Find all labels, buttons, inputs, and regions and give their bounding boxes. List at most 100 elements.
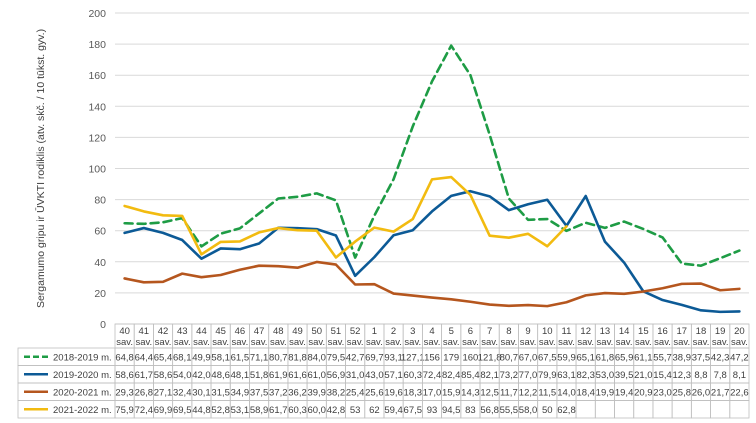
x-tick-label: 46: [235, 326, 246, 337]
x-tick-label: 15: [638, 326, 649, 337]
data-label: 25,6: [365, 387, 384, 398]
x-tick-label-unit: sav.: [270, 337, 287, 348]
x-tick-label: 42: [158, 326, 169, 337]
x-tick-label: 4: [429, 326, 434, 337]
data-label: 25,4: [346, 387, 365, 398]
series-line-0: [123, 44, 741, 267]
data-table: 40sav.41sav.42sav.43sav.44sav.45sav.46sa…: [17, 323, 750, 419]
data-label: 19,4: [615, 387, 634, 398]
data-label: 72,4: [135, 405, 154, 416]
data-label: 17,0: [423, 387, 442, 398]
data-label: 12,3: [673, 370, 692, 381]
data-label: 49,9: [192, 352, 211, 363]
x-tick-label-unit: sav.: [212, 337, 229, 348]
y-tick-label: 140: [88, 101, 106, 113]
data-label: 65,4: [154, 352, 173, 363]
data-label: 43,0: [365, 370, 384, 381]
x-tick-label-unit: sav.: [289, 337, 306, 348]
data-label: 62,8: [557, 405, 576, 416]
data-label: 72,4: [423, 370, 442, 381]
data-label: 77,0: [519, 370, 538, 381]
series-line-1: [123, 189, 741, 314]
data-label: 63,1: [557, 370, 576, 381]
data-label: 19,6: [384, 387, 403, 398]
data-label: 68,1: [173, 352, 192, 363]
x-tick-label: 3: [410, 326, 415, 337]
data-label: 80,7: [500, 352, 519, 363]
legend-label: 2019-2020 m.: [53, 370, 112, 381]
data-label: 37,5: [692, 352, 711, 363]
x-tick-label-unit: sav.: [347, 337, 364, 348]
data-label: 50: [542, 405, 553, 416]
data-label: 58,1: [211, 352, 230, 363]
series-line-2: [123, 260, 741, 308]
x-tick-label: 14: [619, 326, 630, 337]
data-label: 52,8: [211, 405, 230, 416]
x-tick-label: 17: [676, 326, 687, 337]
data-label: 42,8: [327, 405, 346, 416]
data-label: 73,2: [500, 370, 519, 381]
series-lines: [123, 44, 741, 314]
data-label: 26,8: [135, 387, 154, 398]
x-tick-label-unit: sav.: [616, 337, 633, 348]
data-label: 48,1: [231, 370, 250, 381]
x-tick-label: 45: [215, 326, 226, 337]
data-label: 42,7: [346, 352, 365, 363]
data-label: 42,0: [192, 370, 211, 381]
data-label: 31,5: [211, 387, 230, 398]
data-label: 39,5: [615, 370, 634, 381]
x-tick-label-unit: sav.: [155, 337, 172, 348]
data-label: 12,2: [519, 387, 538, 398]
x-tick-label-unit: sav.: [577, 337, 594, 348]
data-label: 56,9: [327, 370, 346, 381]
data-label: 60,0: [307, 405, 326, 416]
data-label: 65,1: [576, 352, 595, 363]
x-tick-label: 44: [196, 326, 207, 337]
data-label: 12,5: [480, 387, 499, 398]
data-label: 127,1: [401, 352, 425, 363]
data-label: 61,7: [135, 370, 154, 381]
y-axis-tick-labels: 0 20 40 60 80 100 120 140 160 180 200: [88, 8, 106, 331]
y-tick-label: 100: [88, 164, 106, 176]
x-tick-label: 12: [580, 326, 591, 337]
x-tick-label-unit: sav.: [597, 337, 614, 348]
x-tick-label: 19: [715, 326, 726, 337]
data-label: 11,7: [500, 387, 518, 398]
data-label: 36,2: [288, 387, 307, 398]
data-label: 31,0: [346, 370, 365, 381]
data-label: 60,3: [288, 405, 307, 416]
data-label: 11,5: [538, 387, 556, 398]
data-label: 67,0: [519, 352, 538, 363]
data-label: 82,4: [442, 370, 461, 381]
data-label: 54,0: [173, 370, 192, 381]
data-label: 61,7: [269, 405, 288, 416]
data-label: 93: [427, 405, 438, 416]
x-tick-label-unit: sav.: [116, 337, 133, 348]
data-label: 53,0: [596, 370, 615, 381]
x-tick-label: 41: [139, 326, 150, 337]
x-tick-label: 2: [391, 326, 396, 337]
data-label: 53: [350, 405, 361, 416]
x-tick-label-unit: sav.: [500, 337, 517, 348]
legend-label: 2018-2019 m.: [53, 352, 112, 363]
x-tick-label-unit: sav.: [712, 337, 729, 348]
x-tick-label: 43: [177, 326, 188, 337]
data-label: 64,8: [115, 352, 134, 363]
x-tick-label: 49: [292, 326, 303, 337]
data-label: 58,6: [115, 370, 134, 381]
data-label: 94,5: [442, 405, 461, 416]
x-tick-label: 48: [273, 326, 284, 337]
data-label: 79,9: [538, 370, 557, 381]
data-label: 61,9: [269, 370, 288, 381]
y-tick-label: 20: [94, 288, 106, 300]
data-label: 19,9: [596, 387, 615, 398]
y-tick-label: 160: [88, 70, 106, 82]
x-tick-label-unit: sav.: [308, 337, 325, 348]
data-label: 67,5: [404, 405, 423, 416]
data-label: 18,3: [404, 387, 423, 398]
data-label: 80,7: [269, 352, 288, 363]
x-tick-label-unit: sav.: [366, 337, 383, 348]
x-tick-label: 6: [468, 326, 473, 337]
x-tick-label-unit: sav.: [404, 337, 421, 348]
data-label: 21,0: [634, 370, 653, 381]
